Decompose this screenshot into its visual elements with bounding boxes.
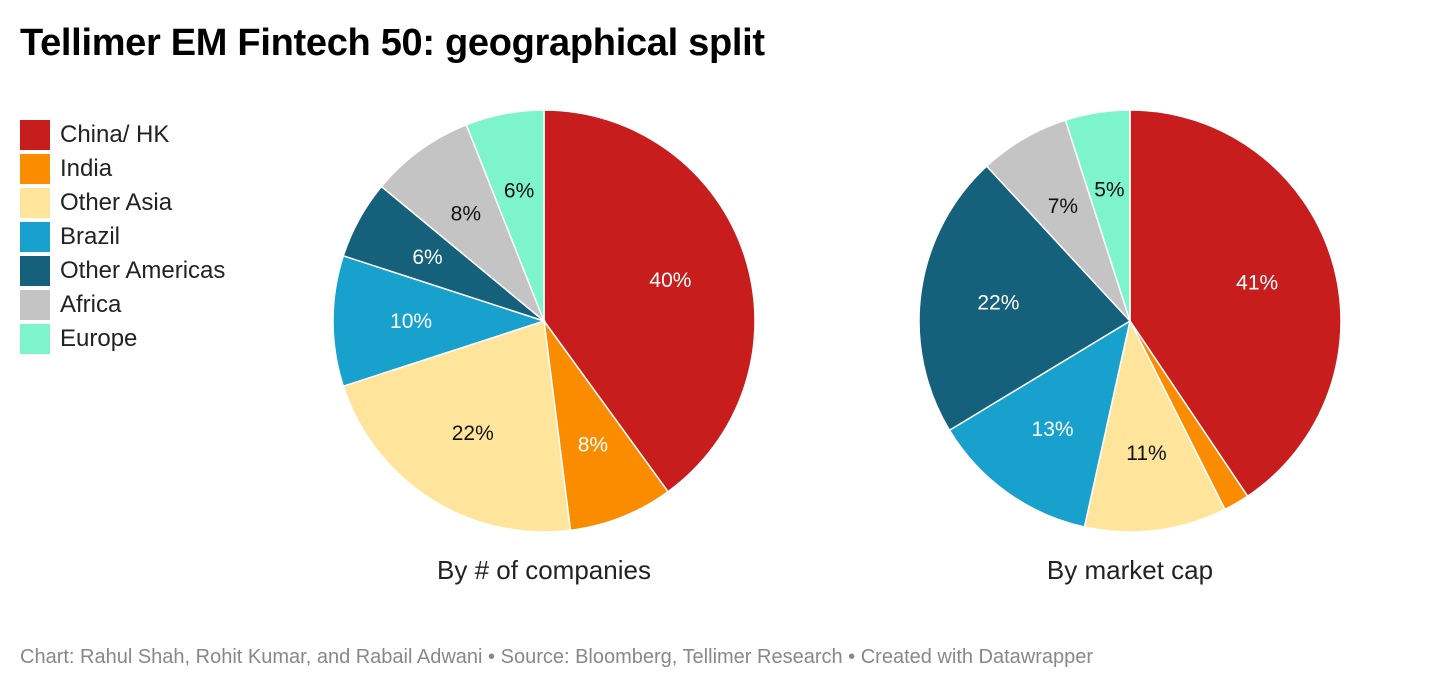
legend-item: China/ HK — [20, 118, 225, 152]
legend-swatch — [20, 120, 50, 150]
data-label: 22% — [977, 291, 1019, 314]
pie-subtitle: By # of companies — [437, 555, 651, 585]
data-label: 41% — [1236, 271, 1278, 294]
legend-item: Brazil — [20, 220, 225, 254]
legend-label: Brazil — [60, 223, 121, 250]
pie-slice — [1129, 109, 1342, 498]
chart-footer: Chart: Rahul Shah, Rohit Kumar, and Raba… — [20, 646, 1094, 668]
legend-label: China/ HK — [60, 121, 170, 148]
data-label: 40% — [649, 269, 691, 292]
pie-slice — [342, 320, 572, 533]
legend-swatch — [20, 222, 50, 252]
data-label: 5% — [1094, 179, 1124, 202]
legend-item: Other Asia — [20, 186, 225, 220]
legend-swatch — [20, 154, 50, 184]
pie-slice — [918, 165, 1132, 432]
legend-item: Africa — [20, 288, 225, 322]
pie-slice — [543, 109, 756, 493]
legend-label: India — [60, 155, 113, 182]
pie-slice — [465, 109, 545, 322]
legend-swatch — [20, 324, 50, 354]
pie-slice — [332, 254, 547, 388]
data-label: 22% — [452, 422, 494, 445]
data-label: 6% — [412, 246, 442, 269]
legend: China/ HK India Other Asia Brazil Other Amer… — [20, 118, 225, 356]
pie-slice — [380, 123, 545, 322]
pie-slice — [948, 319, 1132, 528]
legend-swatch — [20, 256, 50, 286]
legend-item: India — [20, 152, 225, 186]
legend-label: Africa — [60, 291, 122, 318]
legend-label: Other Americas — [60, 257, 226, 284]
legend-swatch — [20, 290, 50, 320]
data-label: 6% — [504, 179, 534, 202]
chart-title: Tellimer EM Fintech 50: geographical spl… — [20, 22, 765, 64]
pie-subtitle: By market cap — [1047, 555, 1213, 585]
data-label: 8% — [451, 202, 481, 225]
legend-item: Europe — [20, 322, 225, 356]
legend-label: Other Asia — [60, 189, 173, 216]
pie-slice — [543, 320, 670, 532]
legend-swatch — [20, 188, 50, 218]
legend-item: Other Americas — [20, 254, 225, 288]
data-label: 8% — [578, 434, 608, 457]
data-label: 7% — [1048, 195, 1078, 218]
legend-label: Europe — [60, 325, 138, 352]
data-label: 11% — [1126, 442, 1166, 465]
pie-slice — [1083, 318, 1226, 533]
pie-slice — [1064, 109, 1131, 322]
data-label: 10% — [390, 310, 432, 333]
data-label: 13% — [1032, 418, 1074, 441]
